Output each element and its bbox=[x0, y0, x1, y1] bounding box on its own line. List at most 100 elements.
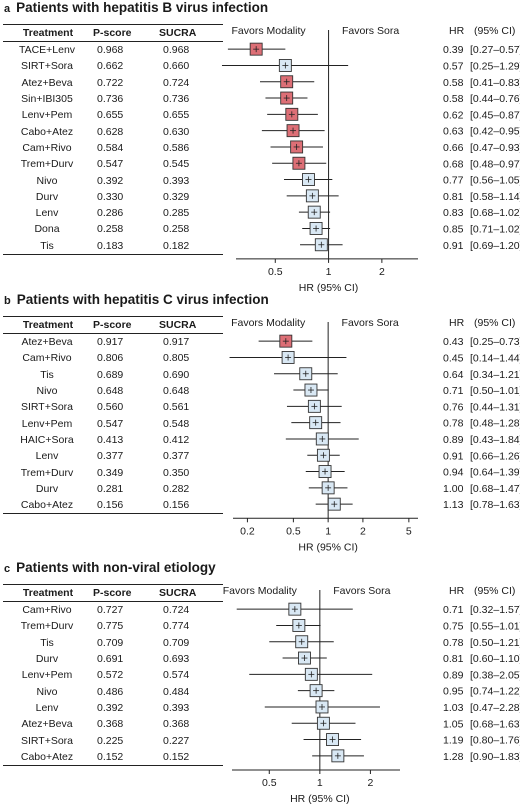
sucra-cell: 0.484 bbox=[163, 685, 190, 698]
hr-value: 0.94 bbox=[443, 467, 464, 479]
treatment-cell: SIRT+Sora bbox=[20, 401, 74, 414]
treatment-cell: Cam+Rivo bbox=[22, 141, 72, 154]
ci-value: [0.68–1.02] bbox=[470, 207, 520, 219]
x-tick-label: 0.2 bbox=[240, 525, 255, 537]
sucra-cell: 0.393 bbox=[163, 174, 190, 187]
ci-value: [0.25–0.73] bbox=[470, 336, 520, 348]
panel-title: a Patients with hepatitis B virus infecti… bbox=[4, 0, 268, 15]
ci-value: [0.48–1.28] bbox=[470, 418, 520, 430]
table-row: Cabo+Atez 0.156 0.156 bbox=[3, 496, 223, 515]
table-row: Nivo 0.392 0.393 bbox=[3, 172, 223, 188]
ci-value: [0.43–1.84] bbox=[470, 434, 520, 446]
sucra-cell: 0.630 bbox=[163, 125, 190, 138]
ci-value: [0.38–2.05] bbox=[470, 669, 520, 681]
treatment-cell: Tis bbox=[40, 368, 54, 381]
column-header: P-score bbox=[91, 316, 157, 334]
table-row: Lenv+Pem 0.655 0.655 bbox=[3, 107, 223, 123]
sucra-cell: 0.690 bbox=[163, 368, 190, 381]
ci-value: [0.48–0.97] bbox=[470, 158, 520, 170]
p-score-cell: 0.662 bbox=[97, 60, 124, 73]
sucra-cell: 0.561 bbox=[163, 401, 190, 414]
ci-header: (95% CI) bbox=[474, 585, 516, 597]
ci-value: [0.14–1.44] bbox=[470, 352, 520, 364]
hr-value: 0.81 bbox=[443, 653, 464, 665]
sucra-cell: 0.693 bbox=[163, 653, 190, 666]
forest-plot: 0.5 1 2 HR (95% CI) 0.71 [0.32–1.57] 0.75 [0.55… bbox=[232, 590, 520, 805]
treatment-cell: Cam+Rivo bbox=[22, 604, 72, 617]
table-row: Tis 0.183 0.182 bbox=[3, 237, 223, 255]
sucra-cell: 0.182 bbox=[157, 237, 223, 255]
sucra-cell: 0.655 bbox=[163, 109, 190, 122]
sucra-cell: 0.329 bbox=[163, 190, 190, 203]
sucra-cell: 0.545 bbox=[163, 158, 190, 171]
panel-title-text: Patients with hepatitis B virus infectio… bbox=[16, 0, 269, 15]
p-score-cell: 0.968 bbox=[97, 44, 124, 57]
treatment-cell: Trem+Durv bbox=[20, 466, 74, 479]
table-row: SIRT+Sora 0.560 0.561 bbox=[3, 399, 223, 415]
p-score-cell: 0.655 bbox=[97, 109, 124, 122]
treatment-cell: Lenv bbox=[35, 450, 59, 463]
treatment-cell: Trem+Durv bbox=[20, 620, 74, 633]
favors-modality-label: Favors Modality bbox=[231, 25, 306, 37]
treatment-cell: SIRT+Sora bbox=[20, 60, 74, 73]
hr-value: 0.64 bbox=[443, 369, 464, 381]
column-header: P-score bbox=[91, 584, 157, 602]
p-score-cell: 0.258 bbox=[97, 223, 124, 236]
table-header-row: Treatment P-score SUCRA bbox=[3, 584, 223, 602]
hr-value: 0.45 bbox=[443, 352, 464, 364]
p-score-cell: 0.722 bbox=[97, 76, 124, 89]
ci-value: [0.25–1.29] bbox=[470, 60, 520, 72]
hr-value: 0.71 bbox=[443, 604, 464, 616]
forest-plot: 0.2 0.5 1 2 5 HR (95% CI) 0.43 [0.25–0.73] 0.45 [… bbox=[229, 322, 520, 553]
x-tick-label: 1 bbox=[326, 266, 332, 278]
x-axis-label: HR (95% CI) bbox=[298, 541, 358, 553]
ranking-table: Treatment P-score SUCRA Cam+Rivo 0.727 0.724 T… bbox=[3, 584, 223, 766]
table-header-row: Treatment P-score SUCRA bbox=[3, 316, 223, 334]
p-score-cell: 0.628 bbox=[97, 125, 124, 138]
hr-value: 0.43 bbox=[443, 336, 464, 348]
ci-value: [0.47–0.93] bbox=[470, 142, 520, 154]
p-score-cell: 0.775 bbox=[97, 620, 124, 633]
ci-value: [0.78–1.63] bbox=[470, 499, 520, 511]
table-row: Cabo+Atez 0.628 0.630 bbox=[3, 123, 223, 139]
p-score-cell: 0.560 bbox=[97, 401, 124, 414]
table-row: Lenv 0.286 0.285 bbox=[3, 205, 223, 221]
hr-value: 0.58 bbox=[443, 77, 464, 89]
table-row: Tis 0.689 0.690 bbox=[3, 367, 223, 383]
panel-letter: b bbox=[4, 295, 11, 307]
ci-value: [0.50–1.21] bbox=[470, 637, 520, 649]
ci-value: [0.66–1.26] bbox=[470, 450, 520, 462]
table-row: Nivo 0.648 0.648 bbox=[3, 383, 223, 399]
treatment-cell: Nivo bbox=[36, 174, 58, 187]
ci-value: [0.45–0.87] bbox=[470, 109, 520, 121]
column-header: SUCRA bbox=[157, 316, 223, 334]
ci-value: [0.42–0.95] bbox=[470, 126, 520, 138]
table-row: Durv 0.281 0.282 bbox=[3, 481, 223, 497]
sucra-cell: 0.282 bbox=[163, 482, 190, 495]
p-score-cell: 0.377 bbox=[97, 450, 124, 463]
x-tick-label: 2 bbox=[367, 777, 373, 789]
hr-value: 0.91 bbox=[443, 450, 464, 462]
treatment-cell: TACE+Lenv bbox=[18, 44, 76, 57]
ci-value: [0.60–1.10] bbox=[470, 653, 520, 665]
x-tick-label: 2 bbox=[379, 266, 385, 278]
sucra-cell: 0.412 bbox=[163, 433, 190, 446]
favors-modality-label: Favors Modality bbox=[222, 585, 297, 597]
hr-value: 0.85 bbox=[443, 223, 464, 235]
table-row: Cam+Rivo 0.806 0.805 bbox=[3, 350, 223, 366]
treatment-cell: Lenv bbox=[35, 207, 59, 220]
table-row: Lenv 0.392 0.393 bbox=[3, 700, 223, 716]
p-score-cell: 0.709 bbox=[97, 636, 124, 649]
panel-letter: c bbox=[4, 563, 11, 575]
ci-value: [0.34–1.21] bbox=[470, 369, 520, 381]
sucra-cell: 0.393 bbox=[163, 701, 190, 714]
x-tick-label: 0.5 bbox=[286, 525, 301, 537]
table-row: Sin+IBI305 0.736 0.736 bbox=[3, 91, 223, 107]
p-score-cell: 0.648 bbox=[97, 385, 124, 398]
table-row: Atez+Beva 0.722 0.724 bbox=[3, 75, 223, 91]
treatment-cell: Cabo+Atez bbox=[20, 125, 74, 138]
sucra-cell: 0.805 bbox=[163, 352, 190, 365]
hr-header: HR bbox=[449, 317, 465, 329]
p-score-cell: 0.917 bbox=[97, 336, 124, 349]
hr-value: 0.95 bbox=[443, 686, 464, 698]
